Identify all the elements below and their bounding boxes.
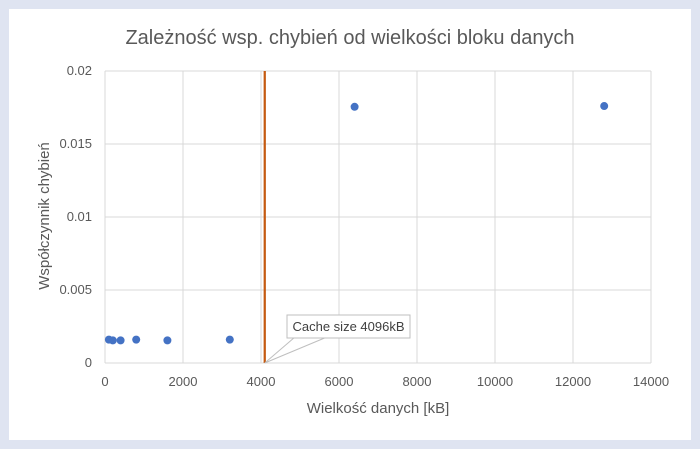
x-axis-label: Wielkość danych [kB] xyxy=(307,400,450,417)
data-point xyxy=(350,102,359,111)
callout-box xyxy=(286,314,411,339)
y-tick-labels: 0 0.005 0.01 0.015 0.02 xyxy=(59,63,92,370)
data-point xyxy=(116,336,125,345)
data-point xyxy=(163,336,172,345)
x-tick-labels: 0 2000 4000 6000 8000 10000 12000 14000 xyxy=(101,374,669,389)
x-tick-label: 4000 xyxy=(247,374,276,389)
x-tick-label: 10000 xyxy=(477,374,513,389)
y-tick-label: 0.02 xyxy=(67,63,92,78)
callout-pointer xyxy=(264,336,328,364)
y-tick-label: 0.01 xyxy=(67,209,92,224)
y-tick-label: 0 xyxy=(85,355,92,370)
data-point xyxy=(225,335,234,344)
y-tick-label: 0.015 xyxy=(59,136,92,151)
gridlines xyxy=(104,70,652,364)
data-point xyxy=(108,336,117,345)
x-tick-label: 8000 xyxy=(403,374,432,389)
y-tick-label: 0.005 xyxy=(59,282,92,297)
y-axis-label: Współczynnik chybień xyxy=(36,142,53,290)
x-tick-label: 14000 xyxy=(633,374,669,389)
chart-title: Zależność wsp. chybień od wielkości blok… xyxy=(125,27,574,49)
x-tick-label: 0 xyxy=(101,374,108,389)
x-tick-label: 2000 xyxy=(169,374,198,389)
data-point xyxy=(132,335,141,344)
callout-label: Cache size 4096kB xyxy=(292,319,404,334)
x-tick-label: 12000 xyxy=(555,374,591,389)
cache-size-callout: Cache size 4096kB xyxy=(264,314,411,364)
data-points xyxy=(104,102,609,345)
x-tick-label: 6000 xyxy=(325,374,354,389)
data-point xyxy=(600,102,609,111)
